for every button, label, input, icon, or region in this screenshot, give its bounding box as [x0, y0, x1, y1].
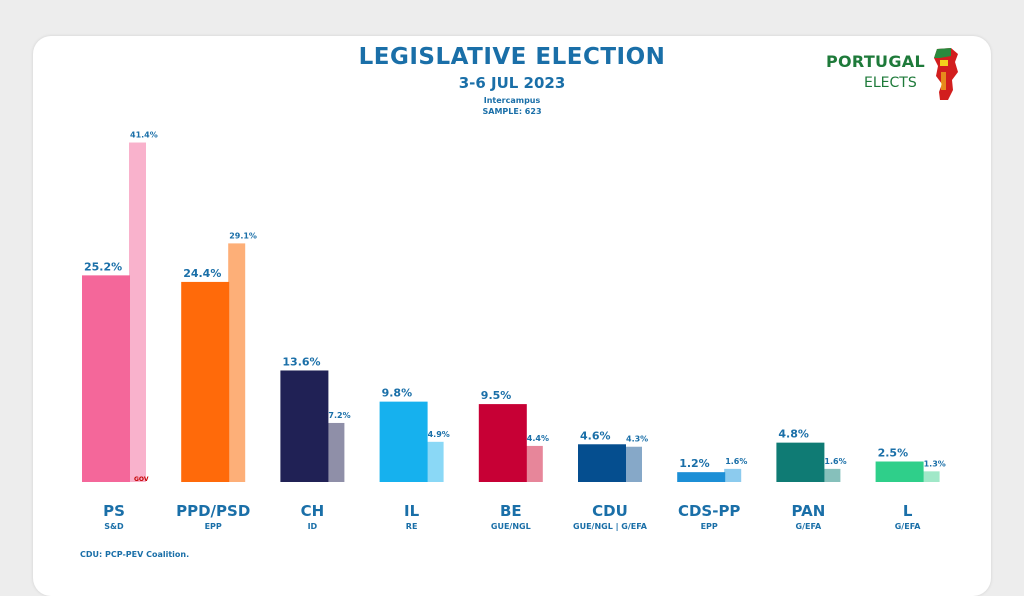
- previous-label-pan: 1.6%: [824, 457, 846, 466]
- bar-current-pan: [776, 442, 825, 482]
- party-label-l: L: [903, 502, 913, 520]
- bar-previous-ch: [327, 422, 345, 482]
- group-label-cds-pp: EPP: [701, 522, 718, 531]
- party-label-pan: PAN: [792, 502, 826, 520]
- bar-previous-ps: [129, 142, 146, 482]
- chart-title: LEGISLATIVE ELECTION: [358, 44, 666, 70]
- party-label-il: IL: [404, 502, 420, 520]
- party-label-be: BE: [500, 502, 522, 520]
- group-label-cdu: GUE/NGL | G/EFA: [573, 522, 648, 531]
- value-label-cds-pp: 1.2%: [679, 457, 710, 470]
- bar-chart: 25.2% 41.4% GOV PS S&D 24.4% 29.1% PPD/PSD EPP 13…: [82, 131, 946, 531]
- bar-current-ppd-psd: [181, 281, 230, 482]
- value-label-l: 2.5%: [878, 447, 909, 460]
- bar-current-cds-pp: [677, 472, 726, 482]
- party-label-ps: PS: [103, 502, 125, 520]
- value-label-cdu: 4.6%: [580, 429, 611, 442]
- party-label-ppd-psd: PPD/PSD: [176, 502, 250, 520]
- bar-current-cdu: [578, 444, 626, 482]
- group-label-l: G/EFA: [895, 522, 922, 531]
- group-label-ppd-psd: EPP: [205, 522, 222, 531]
- gov-marker: GOV: [134, 476, 149, 483]
- group-label-il: RE: [406, 522, 418, 531]
- bar-current-ch: [280, 370, 329, 482]
- group-label-pan: G/EFA: [796, 522, 823, 531]
- party-label-ch: CH: [301, 502, 325, 520]
- sample-size: SAMPLE: 623: [482, 107, 542, 116]
- poll-dates: 3-6 JUL 2023: [458, 74, 566, 92]
- party-label-cdu: CDU: [592, 502, 628, 520]
- value-label-ch: 13.6%: [282, 355, 320, 368]
- bar-previous-cdu: [625, 446, 642, 482]
- value-label-il: 9.8%: [382, 387, 413, 400]
- previous-label-il: 4.9%: [428, 430, 450, 439]
- bar-previous-pan: [823, 468, 841, 482]
- group-label-ps: S&D: [104, 522, 124, 531]
- previous-label-cdu: 4.3%: [626, 435, 648, 444]
- previous-label-be: 4.4%: [527, 434, 549, 443]
- party-label-cds-pp: CDS-PP: [678, 502, 740, 520]
- bar-current-be: [478, 404, 527, 482]
- previous-label-l: 1.3%: [924, 459, 946, 468]
- bar-current-l: [875, 461, 924, 482]
- previous-label-cds-pp: 1.6%: [725, 457, 747, 466]
- previous-label-ch: 7.2%: [328, 411, 350, 420]
- bar-current-il: [379, 401, 428, 482]
- previous-label-ps: 41.4%: [130, 131, 158, 140]
- bar-previous-ppd-psd: [228, 243, 246, 482]
- value-label-pan: 4.8%: [778, 428, 809, 441]
- portugal-map-icon: [934, 48, 958, 100]
- group-label-ch: ID: [308, 522, 318, 531]
- bar-previous-l: [922, 471, 940, 482]
- bar-previous-il: [426, 441, 444, 482]
- pollster-name: Intercampus: [483, 96, 541, 105]
- bar-previous-be: [525, 445, 543, 482]
- footnote: CDU: PCP-PEV Coalition.: [80, 550, 190, 559]
- previous-label-ppd-psd: 29.1%: [229, 231, 257, 240]
- bar-current-ps: [82, 275, 130, 482]
- group-label-be: GUE/NGL: [491, 522, 531, 531]
- value-label-ppd-psd: 24.4%: [183, 267, 221, 280]
- value-label-ps: 25.2%: [84, 260, 122, 273]
- value-label-be: 9.5%: [481, 389, 512, 402]
- bar-previous-cds-pp: [724, 468, 742, 482]
- logo-elects: ELECTS: [864, 75, 917, 91]
- logo-portugal: PORTUGAL: [826, 52, 925, 71]
